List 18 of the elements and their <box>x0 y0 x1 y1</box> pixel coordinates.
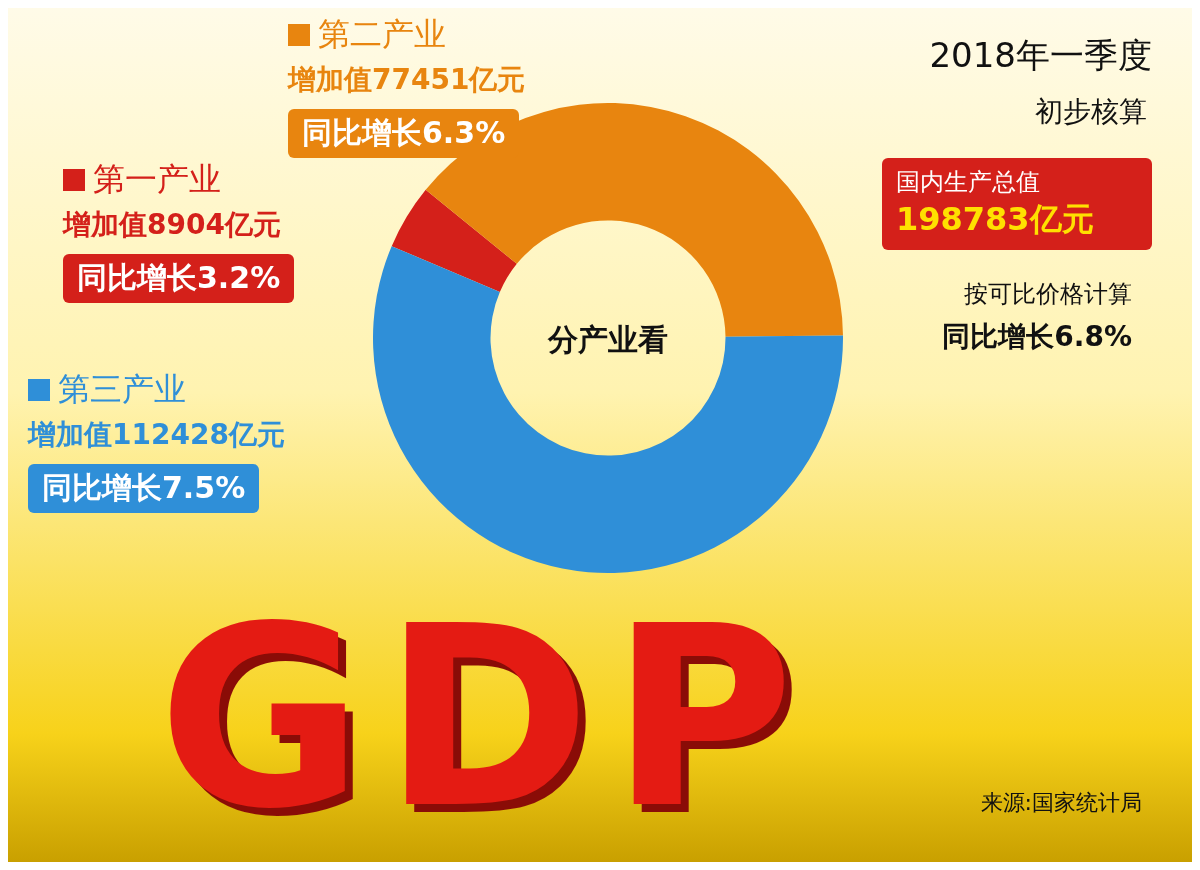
text: 同比增长6.3% <box>302 115 506 150</box>
text: 初步核算 <box>1035 94 1147 130</box>
legend-label: 第一产业 <box>93 159 221 200</box>
data-label: 增加值77451亿元 <box>288 62 526 98</box>
data-label: 增加值8904亿元 <box>63 207 282 243</box>
legend-label: 第三产业 <box>58 369 186 410</box>
text: 同比增长3.2% <box>77 260 281 295</box>
text: 同比增长7.5% <box>42 470 246 505</box>
text: GDP <box>158 572 814 863</box>
legend-label: 第二产业 <box>318 14 446 55</box>
text: 2018年一季度 <box>929 34 1152 77</box>
text: 198783亿元 <box>882 198 1152 250</box>
source-note: 来源:国家统计局 <box>980 789 1142 817</box>
data-label: 增加值112428亿元 <box>28 417 285 453</box>
text: 同比增长6.8% <box>942 319 1132 355</box>
text: 按可比价格计算 <box>964 279 1132 310</box>
text: 国内生产总值 <box>882 158 1152 198</box>
text: 分产业看 <box>548 321 668 359</box>
